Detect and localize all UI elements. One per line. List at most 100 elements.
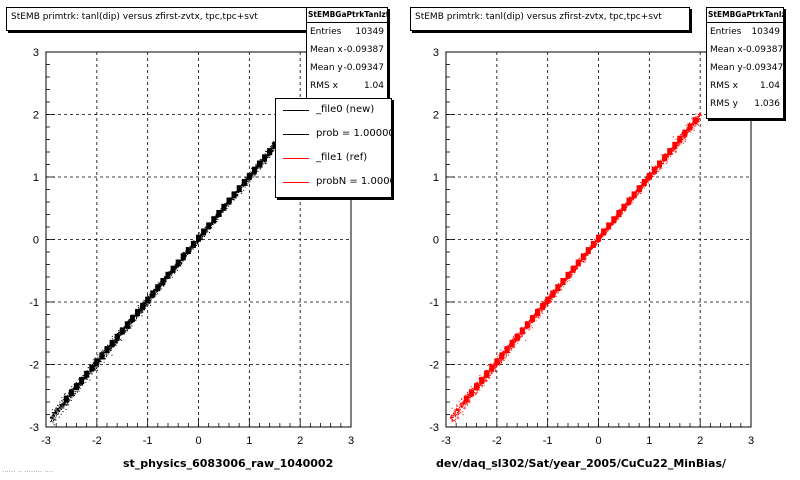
- left-data-point: [142, 312, 144, 313]
- right-data-point: [627, 204, 629, 206]
- right-data-point: [517, 342, 519, 344]
- right-data-point: [520, 336, 522, 338]
- right-data-point: [469, 397, 470, 398]
- right-data-point: [617, 218, 619, 220]
- left-data-point: [102, 349, 104, 351]
- right-data-point: [475, 391, 477, 393]
- left-data-point: [198, 232, 200, 234]
- right-data-cluster: [489, 364, 495, 372]
- right-data-point: [581, 261, 583, 262]
- right-data-point: [455, 416, 457, 418]
- right-data-point: [683, 140, 685, 142]
- right-data-point: [632, 201, 634, 203]
- left-data-point: [106, 355, 108, 356]
- right-data-point: [556, 290, 558, 292]
- right-data-point: [678, 142, 680, 144]
- left-data-point: [270, 146, 272, 148]
- right-data-point: [499, 362, 501, 364]
- left-data-point: [135, 316, 137, 318]
- right-data-point: [699, 118, 701, 119]
- right-data-point: [462, 401, 464, 403]
- left-data-point: [157, 291, 159, 293]
- right-data-point: [491, 371, 493, 373]
- left-data-cluster: [216, 210, 222, 217]
- left-data-point: [70, 399, 72, 401]
- right-data-point: [646, 180, 648, 182]
- right-data-point: [615, 218, 617, 220]
- left-data-point: [58, 407, 60, 409]
- right-data-point: [616, 217, 618, 219]
- right-data-point: [659, 167, 661, 169]
- right-data-point: [472, 388, 474, 390]
- right-data-point: [607, 231, 609, 232]
- left-data-point: [206, 230, 207, 232]
- right-data-point: [526, 328, 528, 330]
- right-data-point: [468, 396, 470, 398]
- left-data-point: [256, 167, 258, 169]
- right-data-point: [453, 412, 454, 414]
- right-data-point: [469, 397, 471, 399]
- left-data-point: [269, 156, 271, 158]
- left-data-point: [196, 243, 198, 245]
- right-data-point: [641, 185, 643, 187]
- left-data-point: [97, 365, 99, 367]
- left-x-tick-label: -3: [41, 435, 51, 447]
- left-data-point: [54, 411, 56, 413]
- left-data-cluster: [175, 259, 181, 267]
- right-data-point: [685, 136, 687, 138]
- left-data-point: [60, 404, 61, 406]
- left-data-point: [74, 391, 76, 393]
- right-data-point: [699, 111, 701, 113]
- left-data-point: [245, 177, 247, 179]
- left-y-tick-label: 3: [33, 47, 39, 59]
- left-data-point: [207, 230, 209, 232]
- right-data-point: [606, 229, 608, 231]
- right-data-point: [560, 289, 562, 290]
- right-data-point: [454, 409, 456, 411]
- right-data-cluster: [631, 191, 637, 199]
- right-data-point: [528, 319, 530, 321]
- right-data-point: [475, 393, 477, 395]
- right-data-point: [453, 416, 454, 418]
- right-data-point: [696, 123, 698, 125]
- left-data-point: [146, 304, 148, 306]
- right-data-point: [494, 365, 496, 367]
- left-data-point: [53, 414, 55, 416]
- left-data-point: [127, 328, 129, 330]
- left-data-point: [139, 309, 141, 311]
- right-data-point: [651, 175, 653, 177]
- right-data-point: [653, 175, 655, 177]
- left-data-point: [216, 221, 218, 222]
- left-data-point: [61, 399, 63, 401]
- right-data-point: [694, 125, 696, 127]
- left-data-point: [221, 212, 222, 214]
- right-data-point: [550, 300, 551, 302]
- right-data-point: [628, 204, 630, 206]
- right-data-point: [536, 308, 538, 310]
- right-data-point: [549, 295, 551, 297]
- right-data-point: [520, 334, 522, 336]
- left-data-point: [223, 210, 224, 212]
- left-data-point: [118, 331, 120, 333]
- left-data-point: [94, 365, 96, 367]
- left-y-tick-label: -2: [29, 360, 39, 372]
- left-data-point: [121, 328, 124, 332]
- left-data-point: [160, 287, 162, 289]
- left-data-point: [140, 311, 142, 313]
- left-data-point: [73, 388, 75, 390]
- left-data-point: [158, 282, 160, 284]
- left-data-point: [68, 401, 70, 402]
- left-data-point: [125, 329, 127, 331]
- left-data-point: [138, 307, 140, 309]
- right-data-point: [685, 138, 687, 140]
- right-data-point: [508, 345, 510, 347]
- left-data-point: [129, 327, 131, 329]
- right-data-point: [537, 316, 539, 318]
- left-data-point: [261, 163, 263, 164]
- right-data-point: [605, 230, 607, 232]
- right-data-point: [678, 143, 680, 145]
- right-data-point: [484, 377, 486, 379]
- left-data-point: [160, 288, 162, 290]
- left-data-cluster: [104, 346, 110, 354]
- right-data-point: [505, 356, 507, 358]
